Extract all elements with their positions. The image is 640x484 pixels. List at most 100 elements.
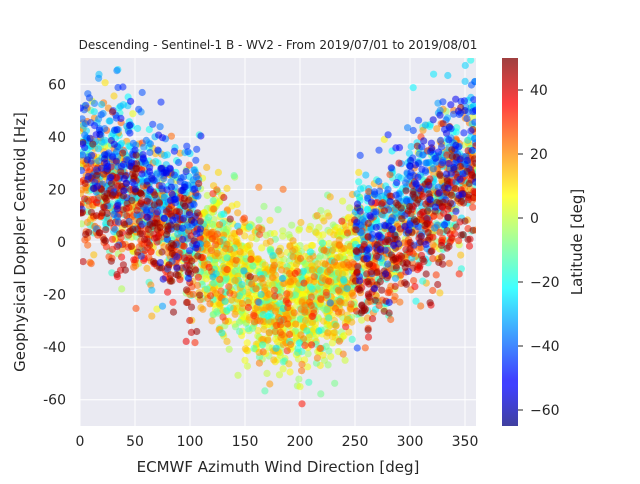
scatter-point — [365, 188, 373, 196]
scatter-point — [213, 230, 221, 238]
scatter-point — [194, 192, 202, 200]
scatter-point — [442, 170, 451, 178]
scatter-point — [93, 199, 101, 207]
scatter-point — [234, 371, 242, 379]
scatter-point — [470, 155, 476, 163]
scatter-point — [456, 156, 464, 164]
scatter-point — [94, 145, 102, 153]
x-tick-label: 250 — [342, 434, 369, 450]
scatter-point — [345, 328, 353, 336]
scatter-point — [236, 327, 244, 336]
scatter-point — [123, 212, 131, 220]
scatter-point — [363, 205, 371, 213]
scatter-point — [119, 160, 128, 168]
scatter-point — [385, 298, 393, 306]
scatter-point — [292, 320, 300, 328]
scatter-point — [143, 197, 151, 205]
scatter-point — [356, 207, 364, 215]
scatter-point — [435, 258, 443, 266]
scatter-point — [391, 274, 400, 282]
scatter-point — [298, 367, 306, 375]
scatter-point — [151, 234, 159, 242]
scatter-point — [95, 74, 103, 82]
scatter-point — [392, 144, 400, 152]
scatter-point — [353, 268, 361, 276]
scatter-point — [308, 318, 317, 326]
scatter-point — [412, 297, 420, 305]
scatter-point — [155, 198, 163, 206]
scatter-point — [375, 146, 383, 154]
scatter-point — [169, 216, 177, 224]
scatter-point — [126, 162, 134, 170]
scatter-point — [185, 266, 193, 274]
scatter-point — [423, 178, 432, 186]
scatter-point — [353, 218, 361, 226]
scatter-point — [378, 286, 386, 294]
scatter-point — [319, 231, 327, 239]
scatter-point — [223, 254, 231, 262]
scatter-point — [439, 98, 447, 106]
scatter-point — [95, 229, 103, 237]
scatter-point — [133, 206, 141, 214]
scatter-point — [215, 221, 224, 229]
scatter-point — [308, 285, 316, 293]
scatter-point — [190, 185, 199, 193]
scatter-point — [378, 200, 386, 208]
scatter-point — [429, 116, 437, 124]
scatter-point — [165, 205, 173, 213]
scatter-point — [89, 184, 97, 192]
scatter-point — [307, 293, 315, 301]
scatter-point — [169, 308, 178, 316]
scatter-point — [238, 280, 246, 289]
scatter-point — [246, 273, 254, 281]
scatter-point — [186, 247, 194, 255]
scatter-point — [376, 245, 384, 254]
scatter-point — [393, 179, 401, 187]
scatter-point — [451, 185, 460, 193]
scatter-point — [450, 214, 458, 222]
scatter-point — [467, 127, 475, 135]
scatter-point — [409, 84, 417, 92]
scatter-point — [80, 258, 87, 266]
scatter-point — [117, 102, 125, 110]
scatter-point — [185, 196, 193, 204]
scatter-point — [147, 248, 155, 256]
scatter-point — [197, 225, 205, 233]
scatter-point — [118, 253, 126, 261]
scatter-point — [136, 230, 144, 238]
scatter-point — [127, 242, 135, 250]
scatter-point — [234, 209, 242, 217]
scatter-point — [279, 340, 287, 349]
scatter-point — [243, 339, 251, 347]
scatter-point — [465, 191, 473, 199]
scatter-point — [468, 146, 476, 154]
scatter-point — [241, 356, 249, 364]
scatter-point — [361, 344, 369, 352]
scatter-point — [464, 235, 472, 244]
scatter-point — [461, 107, 469, 115]
scatter-point — [131, 185, 139, 193]
scatter-point — [270, 356, 278, 364]
scatter-point — [348, 335, 356, 343]
scatter-point — [397, 252, 406, 260]
scatter-point — [299, 267, 307, 275]
scatter-point — [467, 81, 476, 89]
scatter-point — [347, 300, 355, 308]
scatter-point — [418, 143, 426, 151]
scatter-point — [159, 275, 167, 283]
scatter-point — [298, 360, 306, 368]
scatter-point — [271, 307, 280, 315]
scatter-point — [195, 179, 203, 188]
scatter-point — [81, 179, 89, 188]
scatter-point — [203, 191, 211, 200]
scatter-point — [128, 197, 136, 205]
y-tick-label: 0 — [57, 235, 66, 251]
scatter-point — [247, 250, 255, 258]
scatter-point — [87, 208, 95, 216]
scatter-point — [455, 237, 463, 245]
scatter-point — [186, 316, 194, 325]
scatter-point — [433, 221, 442, 229]
scatter-point — [314, 260, 322, 268]
scatter-point — [384, 289, 392, 297]
scatter-point — [173, 264, 181, 272]
